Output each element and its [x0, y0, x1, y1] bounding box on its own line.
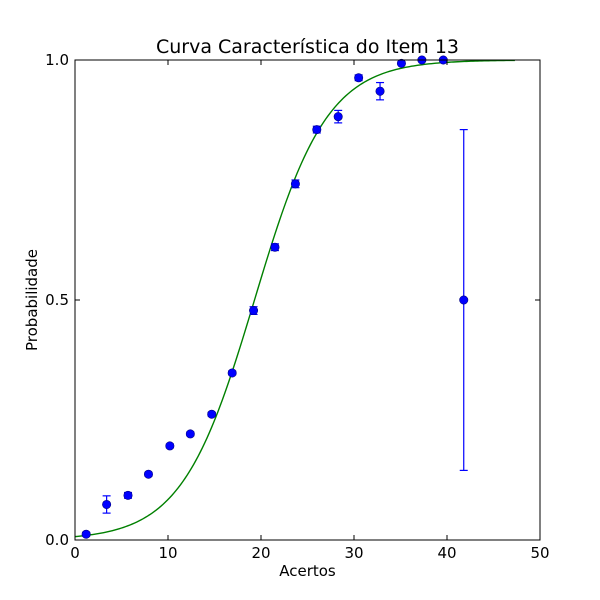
data-point	[102, 499, 112, 509]
data-point	[333, 112, 343, 122]
data-point	[143, 469, 153, 479]
x-tick-label: 40	[437, 544, 456, 562]
data-point	[165, 441, 175, 451]
data-point	[81, 529, 91, 539]
y-axis-label: Probabilidade	[23, 249, 41, 351]
y-tick-label: 1.0	[45, 51, 69, 69]
tick-layer: 0 10 20 30 40 50 0.0 0.5 1.0	[45, 51, 549, 562]
data-point	[123, 490, 133, 500]
data-point	[227, 368, 237, 378]
y-tick-label: 0.5	[45, 291, 69, 309]
plot-area	[75, 60, 540, 540]
x-axis-label: Acertos	[279, 562, 336, 580]
data-point	[185, 429, 195, 439]
x-tick-label: 0	[70, 544, 80, 562]
data-point	[354, 73, 364, 83]
chart-title: Curva Característica do Item 13	[156, 36, 459, 58]
x-tick-label: 30	[344, 544, 363, 562]
x-tick-label: 10	[158, 544, 177, 562]
data-point	[207, 409, 217, 419]
x-tick-label: 20	[251, 544, 270, 562]
y-tick-label: 0.0	[45, 531, 69, 549]
data-point	[375, 86, 385, 96]
data-point	[396, 58, 406, 68]
data-point	[249, 306, 259, 316]
point-layer	[81, 55, 469, 539]
data-point	[270, 242, 280, 252]
data-point	[312, 125, 322, 135]
data-point	[459, 295, 469, 305]
data-point	[290, 179, 300, 189]
x-tick-label: 50	[530, 544, 549, 562]
